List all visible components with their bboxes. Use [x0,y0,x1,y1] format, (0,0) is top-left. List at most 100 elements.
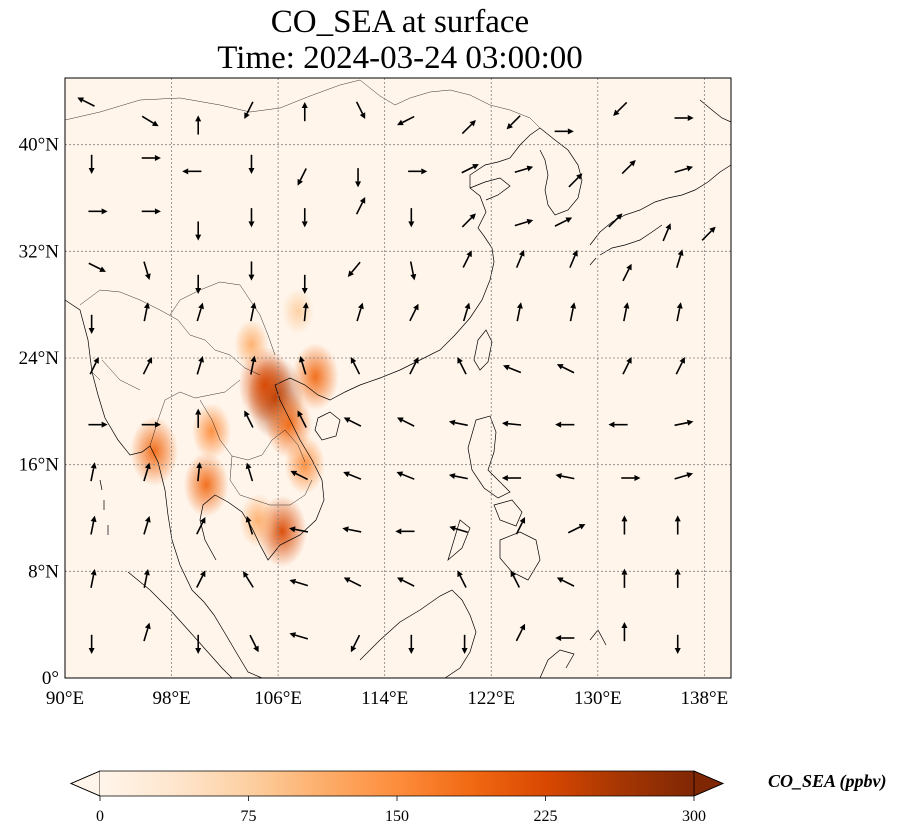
sumatra-coastline [127,571,233,678]
wind-arrow [675,357,685,375]
wind-arrow [289,526,309,533]
wind-arrow [457,357,467,375]
co-hotspot [192,403,232,460]
wind-arrow [674,634,681,654]
wind-arrow [395,528,415,535]
wind-arrow [182,168,202,175]
wind-arrow [462,302,471,322]
wind-arrow [555,473,575,480]
wind-arrow [141,115,159,127]
colorbar-tick-label: 225 [534,808,558,825]
colorbar-extend-max [693,770,725,797]
wind-arrow [674,472,694,480]
wind-arrow [88,208,108,215]
wind-arrow [143,568,150,588]
shandong-coastline [469,177,511,201]
wind-arrow [555,635,575,641]
visayas-coastline [447,499,523,562]
lon-tick-label: 114°E [361,688,408,709]
wind-arrow [701,226,716,241]
lat-tick-label: 8°N [28,561,59,582]
co-hotspot [282,288,314,335]
wind-arrow [555,421,575,428]
wind-arrow [350,634,361,653]
wind-arrow [408,634,415,654]
wind-arrow [676,302,683,322]
wind-arrow [77,97,95,107]
colorbar-body [100,771,694,796]
wind-arrow [88,421,108,428]
wind-arrow [88,634,95,654]
title-line-2: Time: 2024-03-24 03:00:00 [217,40,583,76]
lon-tick-label: 122°E [467,688,515,709]
luzon-coastline [467,415,511,499]
wind-arrow [448,419,468,427]
wind-arrow [397,115,415,126]
taiwan-coastline [473,329,493,371]
wind-arrow [503,364,522,374]
gridlines [65,78,731,678]
wind-arrow [90,515,97,535]
wind-arrow [143,261,151,280]
wind-arrow [556,364,575,374]
wind-arrow [88,262,106,272]
wind-arrow [302,302,309,322]
wind-arrow [143,302,150,322]
wind-vectors [77,97,716,654]
wind-arrow [621,622,628,642]
wind-arrow [569,249,578,268]
wind-arrow [569,302,577,322]
wind-arrow [397,417,415,427]
wind-arrow [662,223,672,242]
wind-arrow [515,517,526,535]
wind-arrow [397,577,415,587]
wind-arrow [461,120,476,135]
wind-arrow [245,516,254,535]
wind-arrow [195,221,202,241]
wind-arrow [244,101,254,119]
wind-arrow [613,101,628,116]
wind-arrow [516,302,523,322]
wind-arrow [462,250,472,268]
wind-arrow [515,623,526,642]
wind-arrow [409,261,417,281]
wind-arrow [88,154,95,174]
coastlines [65,99,731,678]
wind-arrow [141,208,161,215]
wind-arrow [396,471,415,480]
colorbar-ticks: 0 75 150 225 300 [96,796,706,825]
wind-arrow [290,470,308,481]
wind-arrow [621,515,628,535]
wind-arrow [674,115,694,121]
wind-arrow [141,155,161,161]
borders-china [65,79,541,129]
co-hotspot [234,319,269,370]
wind-arrow [248,208,255,228]
concentration-field [130,288,339,568]
wind-arrow [608,213,623,228]
wind-arrow [195,408,202,428]
wind-arrow [501,475,522,481]
wind-arrow [356,302,364,322]
wind-arrow [568,173,583,188]
wind-arrow [515,249,525,268]
lat-tick-label: 0° [42,668,59,689]
wind-arrow [289,632,309,640]
wind-arrow [301,208,308,228]
wind-arrow [622,263,632,282]
wind-arrow [461,634,468,654]
wind-arrow [621,568,628,588]
title-line-1: CO_SEA at surface [270,4,530,40]
wind-arrow [350,357,361,375]
wind-arrow [409,357,419,375]
wind-arrow [90,462,97,482]
map-frame [64,77,732,679]
wind-arrow [567,524,586,534]
wind-arrow [89,357,99,375]
wind-arrow [510,570,521,588]
co-hotspot [130,416,179,487]
japan-coastline [589,99,731,266]
chart-title: CO_SEA at surface Time: 2024-03-24 03:00… [0,4,800,76]
hainan-coastline [314,411,341,441]
